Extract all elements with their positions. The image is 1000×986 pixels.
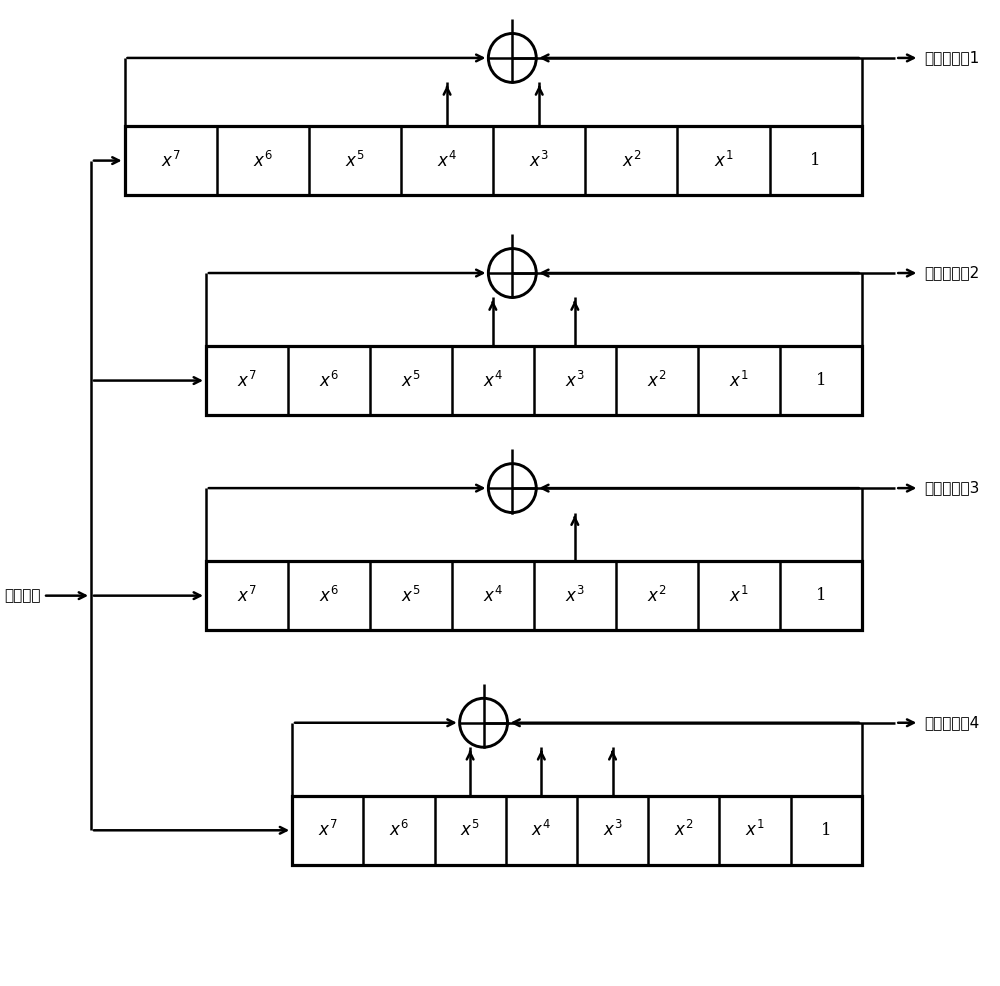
Text: $x^6$: $x^6$	[253, 151, 273, 171]
Text: $x^1$: $x^1$	[714, 151, 733, 171]
Text: $x^3$: $x^3$	[565, 371, 585, 390]
Text: $x^7$: $x^7$	[237, 586, 257, 605]
Text: 1: 1	[815, 587, 826, 604]
Text: $x^1$: $x^1$	[745, 820, 765, 840]
Text: $x^2$: $x^2$	[647, 586, 666, 605]
Text: 1: 1	[815, 372, 826, 389]
Text: $x^4$: $x^4$	[437, 151, 457, 171]
Text: $x^3$: $x^3$	[565, 586, 585, 605]
Text: 输出编码块3: 输出编码块3	[924, 480, 979, 496]
Text: $x^4$: $x^4$	[483, 371, 503, 390]
Text: $x^4$: $x^4$	[531, 820, 551, 840]
Text: $x^7$: $x^7$	[318, 820, 337, 840]
Text: $x^4$: $x^4$	[483, 586, 503, 605]
Text: $x^6$: $x^6$	[319, 371, 339, 390]
Text: 输出编码块4: 输出编码块4	[924, 715, 979, 731]
Text: $x^2$: $x^2$	[647, 371, 666, 390]
Text: $x^3$: $x^3$	[529, 151, 549, 171]
Text: 输入信息: 输入信息	[5, 589, 41, 603]
Text: 1: 1	[810, 152, 821, 169]
Text: $x^7$: $x^7$	[161, 151, 180, 171]
Text: 输出编码块2: 输出编码块2	[924, 265, 979, 281]
Text: $x^6$: $x^6$	[389, 820, 409, 840]
Text: $x^5$: $x^5$	[345, 151, 365, 171]
Text: $x^1$: $x^1$	[729, 586, 749, 605]
Text: 输出编码块1: 输出编码块1	[924, 50, 979, 65]
Text: $x^5$: $x^5$	[401, 371, 421, 390]
Text: $x^5$: $x^5$	[401, 586, 421, 605]
Text: $x^5$: $x^5$	[460, 820, 480, 840]
Text: $x^2$: $x^2$	[622, 151, 641, 171]
Text: $x^1$: $x^1$	[729, 371, 749, 390]
Text: 1: 1	[821, 821, 831, 839]
Text: $x^3$: $x^3$	[603, 820, 622, 840]
Text: $x^6$: $x^6$	[319, 586, 339, 605]
Text: $x^2$: $x^2$	[674, 820, 693, 840]
Text: $x^7$: $x^7$	[237, 371, 257, 390]
